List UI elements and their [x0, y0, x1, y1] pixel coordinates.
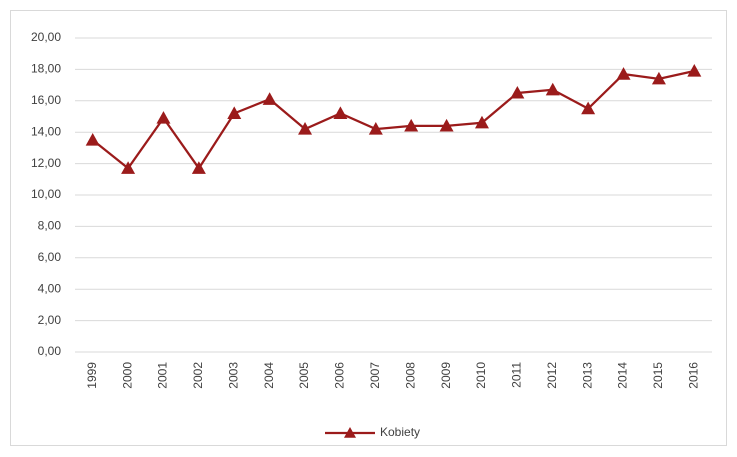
x-tick-label: 2008 [403, 362, 417, 389]
y-tick-label: 0,00 [38, 344, 62, 358]
marker [156, 111, 171, 124]
y-tick-label: 2,00 [38, 313, 62, 327]
legend-marker [344, 427, 356, 438]
x-tick-label: 2006 [333, 362, 347, 389]
marker [298, 122, 313, 135]
marker [121, 161, 136, 174]
marker [191, 161, 206, 174]
marker [439, 118, 454, 132]
marker [474, 115, 489, 129]
x-tick-label: 2014 [616, 362, 630, 389]
y-tick-label: 4,00 [38, 281, 62, 295]
y-tick-label: 16,00 [31, 93, 61, 107]
x-tick-label: 1999 [85, 362, 99, 389]
x-tick-label: 2000 [120, 362, 134, 389]
y-tick-label: 6,00 [38, 250, 62, 264]
marker [368, 122, 383, 135]
x-tick-label: 2011 [510, 362, 524, 388]
marker [651, 71, 666, 85]
x-tick-label: 2013 [580, 362, 594, 389]
marker [510, 85, 525, 99]
marker [616, 67, 631, 80]
y-tick-label: 20,00 [31, 30, 61, 44]
marker [85, 133, 100, 146]
x-tick-label: 2010 [474, 362, 488, 389]
y-tick-label: 10,00 [31, 187, 61, 201]
marker [333, 106, 348, 119]
marker [227, 106, 242, 119]
y-tick-label: 8,00 [38, 219, 62, 233]
chart-border [10, 10, 727, 446]
x-tick-label: 2005 [297, 362, 311, 389]
x-tick-label: 2015 [651, 362, 665, 389]
x-tick-label: 2016 [686, 362, 700, 389]
marker [545, 82, 560, 96]
legend-label: Kobiety [380, 425, 420, 439]
marker [404, 118, 419, 132]
marker [687, 63, 702, 77]
x-tick-label: 2001 [156, 362, 170, 389]
y-tick-label: 18,00 [31, 62, 61, 76]
marker [262, 92, 277, 105]
x-tick-label: 2003 [226, 362, 240, 389]
x-tick-label: 2004 [262, 362, 276, 389]
y-tick-label: 14,00 [31, 124, 61, 138]
marker [581, 101, 596, 115]
x-tick-label: 2002 [191, 362, 205, 389]
x-tick-label: 2012 [545, 362, 559, 389]
x-tick-label: 2007 [368, 362, 382, 389]
line [91, 69, 695, 171]
x-tick-label: 2009 [439, 362, 453, 389]
y-tick-label: 12,00 [31, 156, 61, 170]
